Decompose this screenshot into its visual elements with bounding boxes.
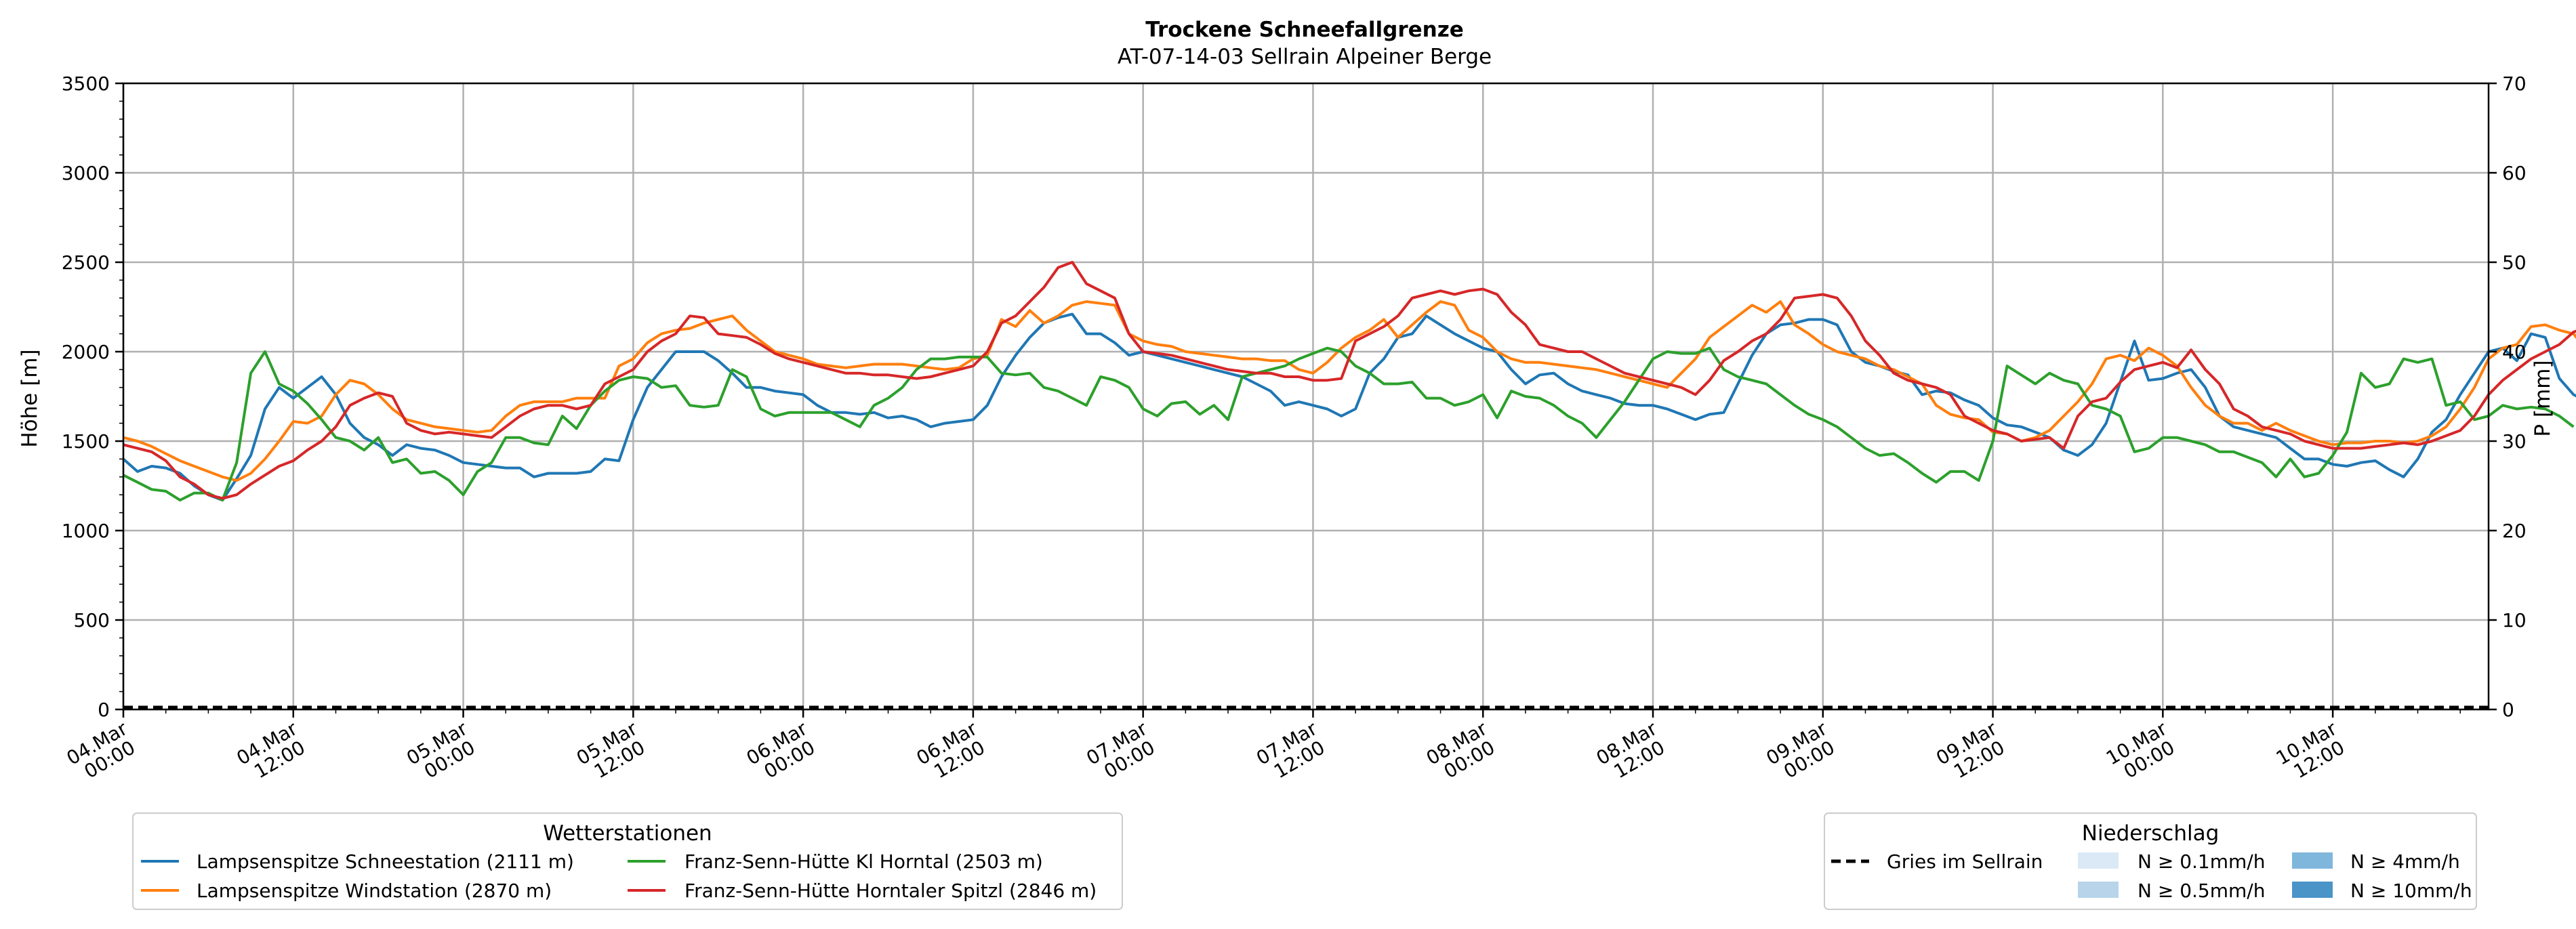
y-tick-label: 500: [74, 609, 110, 632]
x-tick-label: 10.Mar12:00: [2272, 717, 2351, 787]
x-tick-label: 05.Mar12:00: [573, 717, 651, 787]
y2-tick-label: 70: [2502, 73, 2527, 95]
legend-precip-title: Niederschlag: [2082, 821, 2220, 846]
y2-tick-label: 40: [2502, 341, 2527, 363]
y2-axis-label: P [mm]: [2531, 360, 2555, 436]
legend-label-n05: N ≥ 0.5mm/h: [2138, 880, 2265, 902]
y2-tick-label: 30: [2502, 430, 2527, 453]
y-tick-label: 3000: [62, 162, 110, 184]
grid-lines: [122, 82, 2489, 711]
y2-tick-label: 50: [2502, 251, 2527, 274]
legend-label-gries: Gries im Sellrain: [1887, 850, 2043, 873]
chart-subtitle: AT-07-14-03 Sellrain Alpeiner Berge: [1118, 45, 1492, 69]
y-tick-label: 2000: [62, 341, 110, 363]
legend-label-windstation: Lampsenspitze Windstation (2870 m): [197, 880, 552, 902]
plot-frame: [122, 82, 2490, 711]
legend-label-n4: N ≥ 4mm/h: [2350, 850, 2460, 873]
x-tick-label: 09.Mar00:00: [1762, 717, 1841, 787]
legend-label-horntaler-spitzl: Franz-Senn-Hütte Horntaler Spitzl (2846 …: [684, 880, 1097, 902]
series-line-4: [123, 261, 2576, 500]
y2-tick-label: 10: [2502, 609, 2527, 632]
legend-label-n01: N ≥ 0.1mm/h: [2138, 850, 2265, 873]
x-tick-label: 08.Mar00:00: [1423, 717, 1501, 787]
legend-swatch-n05: [2078, 882, 2119, 898]
x-tick-label: 07.Mar12:00: [1252, 717, 1331, 787]
y-tick-label: 0: [98, 699, 110, 721]
legend-swatch-n10: [2292, 882, 2333, 898]
x-tick-label: 09.Mar12:00: [1932, 717, 2011, 787]
y-tick-label: 2500: [62, 251, 110, 274]
legend-label-schneestation: Lampsenspitze Schneestation (2111 m): [197, 850, 574, 873]
y-tick-label: 1000: [62, 520, 110, 542]
x-tick-label: 05.Mar00:00: [403, 717, 481, 787]
x-tick-label: 07.Mar00:00: [1082, 717, 1161, 787]
legend-label-kl-horntal: Franz-Senn-Hütte Kl Horntal (2503 m): [684, 850, 1043, 873]
legend-swatch-n4: [2292, 852, 2333, 869]
series-line-1: [122, 312, 2576, 502]
y-tick-label: 3500: [62, 73, 110, 95]
x-tick-label: 06.Mar00:00: [743, 717, 821, 787]
x-tick-label: 04.Mar00:00: [63, 717, 142, 787]
series-line-2: [123, 300, 2576, 482]
series-lines: [122, 261, 2576, 502]
x-tick-label: 06.Mar12:00: [913, 717, 991, 787]
axes: 0 500 1000 1500 2000 2500 3000 3500 0 10 20 30 40 50 6…: [62, 73, 2527, 787]
y-axis-label: Höhe [m]: [18, 349, 42, 447]
legend-stations-title: Wetterstationen: [543, 821, 712, 846]
y2-tick-label: 60: [2502, 162, 2527, 184]
x-tick-label: 08.Mar12:00: [1593, 717, 1671, 787]
legend-swatch-n01: [2078, 852, 2119, 869]
y-tick-label: 1500: [62, 430, 110, 453]
y2-tick-label: 20: [2502, 520, 2527, 542]
legend-precipitation: Niederschlag Gries im Sellrain N ≥ 0.1mm…: [1824, 812, 2477, 910]
y2-tick-label: 0: [2502, 699, 2514, 721]
legend-label-n10: N ≥ 10mm/h: [2350, 880, 2472, 902]
x-tick-label: 10.Mar00:00: [2102, 717, 2181, 787]
x-tick-label: 04.Mar12:00: [232, 717, 311, 787]
chart-title: Trockene Schneefallgrenze: [1145, 18, 1464, 42]
legend-stations: Wetterstationen Lampsenspitze Schneestat…: [132, 812, 1123, 910]
